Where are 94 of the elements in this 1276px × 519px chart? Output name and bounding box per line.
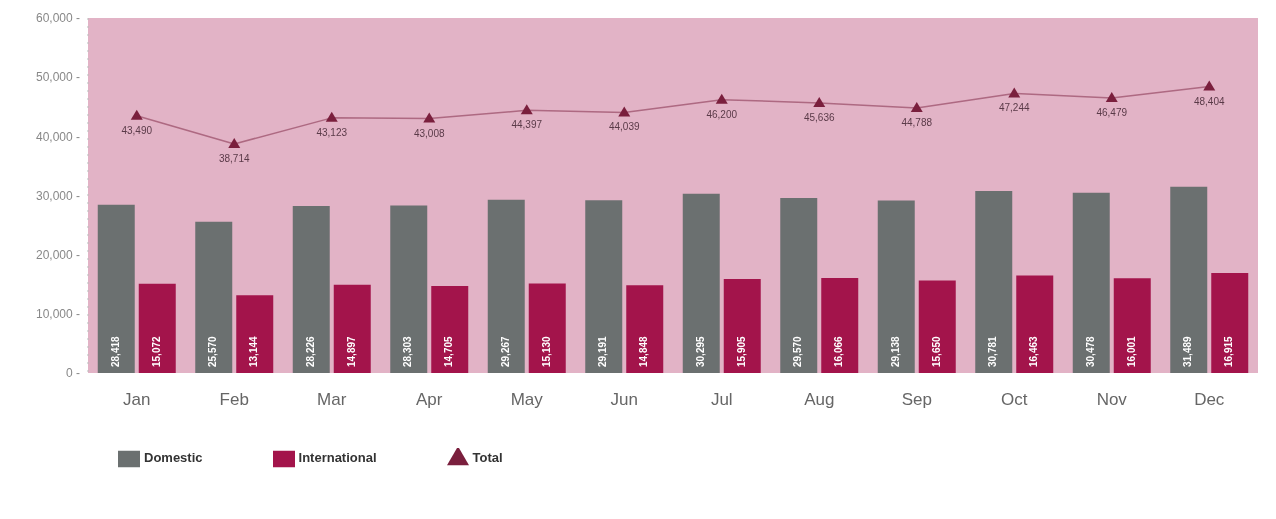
data-label: 44,788 [901,117,933,128]
bar [585,200,623,373]
x-tick-label: Oct [1001,390,1028,410]
x-tick-label: Apr [416,390,443,410]
bar [918,280,956,373]
bar [1170,186,1208,373]
bar [975,190,1013,373]
data-label: 30,295 [694,335,706,367]
data-label: 43,490 [121,124,153,136]
data-label: 45,636 [803,111,835,123]
point [1203,80,1216,91]
data-label: 28,418 [109,335,121,367]
data-label: 29,191 [597,335,609,367]
y-tick-label: 50,000 - [35,70,80,85]
y-tick-label: 10,000 - [35,307,80,322]
y-tick-label: 40,000 - [35,129,80,144]
bar [1211,272,1249,373]
y-tick-label: 0 - [65,366,80,381]
data-label: 47,244 [998,102,1030,114]
bar [1016,275,1054,373]
x-tick-label: Jul [710,390,733,410]
point [715,93,728,104]
x-tick-label: Aug [804,390,835,410]
point [130,109,143,120]
data-label: 46,479 [1096,107,1128,118]
x-tick-label: Dec [1194,390,1225,410]
data-label: 16,066 [833,335,845,367]
bar [333,284,371,373]
data-label: 25,570 [207,335,219,367]
data-label: 46,200 [706,108,738,120]
point [1008,87,1021,98]
y-tick-label: 30,000 - [35,188,80,203]
bar [682,193,720,373]
bar [821,277,859,373]
point [228,137,241,148]
point [910,102,923,112]
data-label: 15,905 [735,335,747,367]
data-label: 30,478 [1084,335,1096,367]
data-label: 28,303 [402,335,414,367]
bar [292,206,330,373]
legend-label: Domestic [144,450,203,466]
x-tick-label: Jun [610,390,638,410]
x-tick-label: Nov [1096,390,1128,410]
data-label: 15,130 [540,335,552,367]
point [520,104,533,115]
y-tick-label: 20,000 - [35,247,80,262]
bar [626,285,664,373]
legend-label: International [298,450,377,466]
data-label: 43,123 [316,126,348,138]
point [325,111,338,122]
bar [780,198,818,373]
data-label: 14,897 [345,335,357,367]
point [813,96,826,107]
data-label: 14,848 [638,335,650,367]
point [1105,92,1118,102]
x-tick-label: Mar [317,390,347,410]
point [423,112,436,123]
data-label: 29,570 [792,335,804,367]
bar [431,286,469,373]
x-tick-label: Jan [123,390,151,410]
data-label: 16,915 [1223,335,1235,367]
data-label: 44,397 [511,119,543,131]
bar [390,205,428,373]
data-label: 13,144 [248,335,260,367]
data-label: 44,039 [608,121,640,133]
x-tick-label: May [510,390,544,410]
y-tick-label: 60,000 - [35,11,80,26]
data-label: 29,138 [889,335,901,367]
x-tick-label: Feb [219,390,249,410]
bar [138,283,176,373]
data-label: 16,001 [1125,335,1137,367]
bar [1072,192,1110,373]
bar [195,221,233,373]
legend-label: Total [472,450,503,466]
bar [528,283,566,373]
bar [877,200,915,373]
data-label: 31,489 [1182,335,1194,367]
bar [723,278,761,373]
data-label: 38,714 [218,152,250,164]
point [618,106,631,117]
bar [487,199,525,373]
data-label: 28,226 [304,335,316,367]
data-label: 30,781 [987,335,999,367]
x-tick-label: Sep [901,390,932,410]
bar [236,295,274,373]
data-label: 14,705 [443,335,455,367]
data-label: 15,072 [150,335,162,367]
data-label: 48,404 [1193,95,1225,107]
data-label: 43,008 [413,127,445,139]
data-label: 16,463 [1028,335,1040,367]
bar [1113,278,1151,373]
data-label: 15,650 [930,335,942,367]
bar [97,204,135,373]
data-label: 29,267 [499,335,511,367]
